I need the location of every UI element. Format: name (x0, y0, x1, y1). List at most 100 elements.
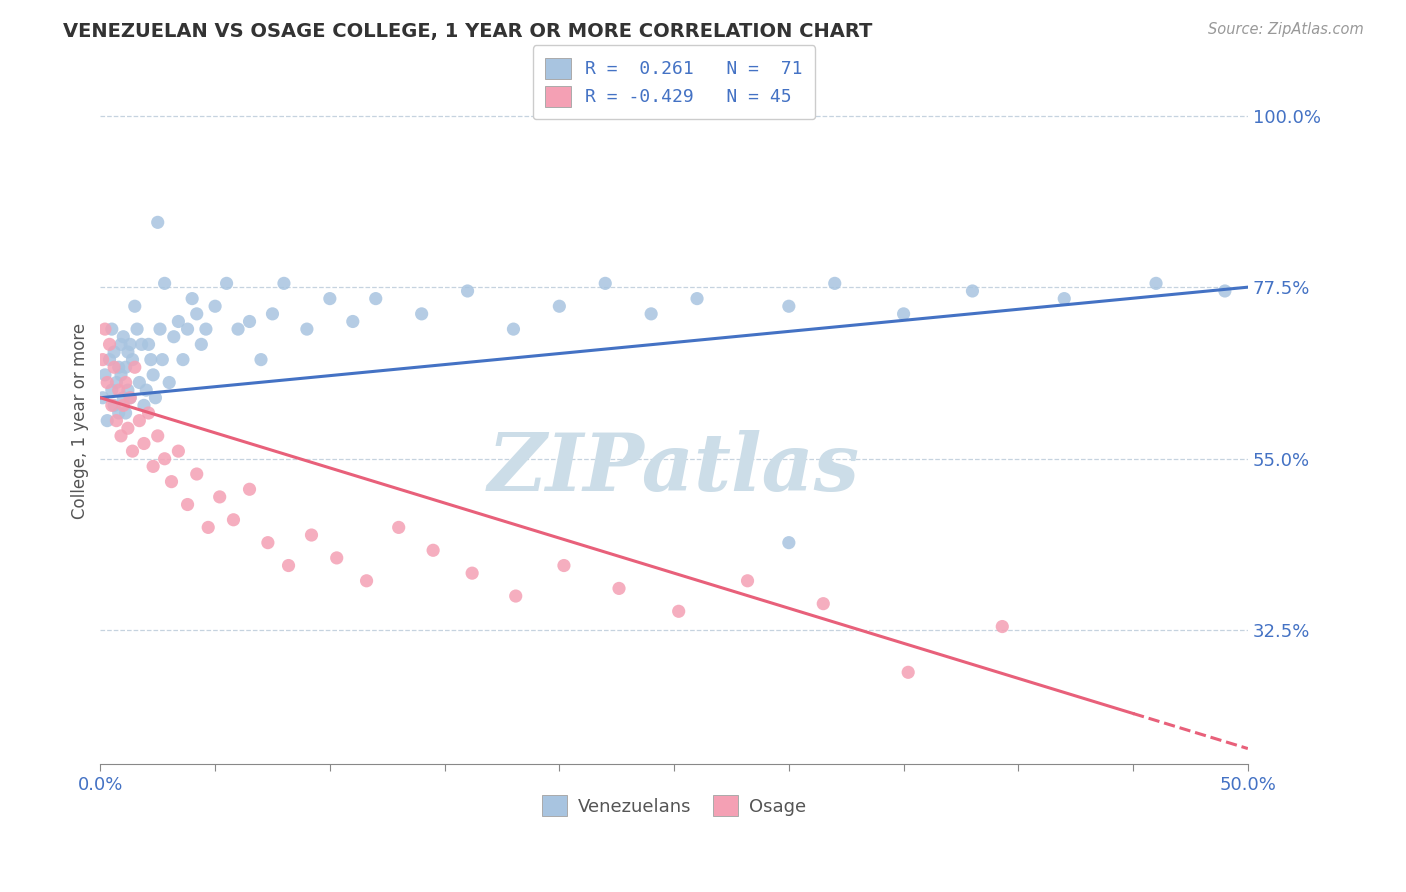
Point (893, 307, 915, 321)
Point (273, 277, 295, 291)
Point (135, 383, 157, 397)
Point (238, 483, 260, 497)
Point (149, 322, 172, 336)
Point (208, 490, 231, 504)
Point (388, 520, 411, 534)
Point (125, 322, 148, 336)
Point (167, 444, 190, 458)
Point (1213, 284, 1236, 298)
Point (142, 459, 165, 474)
Point (124, 299, 146, 313)
Point (342, 314, 364, 328)
Point (138, 406, 160, 420)
Point (222, 513, 245, 527)
Point (257, 535, 280, 549)
Point (325, 550, 347, 565)
Point (142, 368, 165, 382)
Point (991, 619, 1014, 633)
Point (128, 414, 150, 428)
Y-axis label: College, 1 year or more: College, 1 year or more (72, 323, 89, 518)
Point (117, 383, 139, 397)
Point (172, 352, 194, 367)
Point (461, 566, 484, 581)
Point (120, 391, 142, 405)
Point (101, 398, 124, 412)
Point (813, 597, 835, 611)
Point (131, 337, 153, 351)
Point (505, 589, 527, 603)
Point (112, 391, 135, 405)
Point (160, 475, 183, 489)
Point (132, 436, 155, 450)
Point (153, 277, 176, 291)
Point (138, 337, 160, 351)
Point (98, 337, 121, 351)
Point (502, 322, 524, 336)
Point (114, 360, 136, 375)
Point (1144, 277, 1167, 291)
Point (262, 307, 284, 321)
Point (103, 360, 125, 375)
Point (132, 398, 155, 412)
Point (120, 337, 142, 351)
Point (103, 345, 125, 359)
Point (153, 451, 176, 466)
Point (962, 284, 984, 298)
Point (101, 383, 124, 397)
Point (897, 665, 920, 680)
Point (146, 215, 169, 229)
Point (121, 444, 143, 458)
Point (422, 543, 444, 558)
Text: VENEZUELAN VS OSAGE COLLEGE, 1 YEAR OR MORE CORRELATION CHART: VENEZUELAN VS OSAGE COLLEGE, 1 YEAR OR M… (63, 22, 873, 41)
Point (301, 528, 323, 542)
Point (96, 376, 118, 390)
Point (157, 376, 180, 390)
Point (181, 292, 204, 306)
Legend: Venezuelans, Osage: Venezuelans, Osage (534, 789, 814, 823)
Text: Source: ZipAtlas.com: Source: ZipAtlas.com (1208, 22, 1364, 37)
Point (103, 398, 125, 412)
Point (607, 582, 630, 596)
Point (190, 337, 212, 351)
Point (128, 376, 150, 390)
Point (686, 292, 709, 306)
Point (277, 558, 299, 573)
Point (226, 322, 249, 336)
Point (150, 352, 173, 367)
Point (124, 360, 146, 375)
Point (457, 284, 479, 298)
Point (117, 421, 139, 435)
Point (176, 498, 198, 512)
Point (94, 368, 117, 382)
Point (163, 330, 186, 344)
Point (112, 330, 135, 344)
Point (553, 558, 575, 573)
Point (121, 352, 143, 367)
Point (186, 307, 208, 321)
Point (319, 292, 342, 306)
Point (250, 352, 273, 367)
Point (114, 376, 136, 390)
Point (120, 391, 142, 405)
Point (194, 322, 217, 336)
Point (548, 299, 571, 313)
Point (737, 574, 759, 588)
Point (117, 345, 139, 359)
Point (91, 352, 114, 367)
Point (778, 535, 800, 549)
Point (105, 414, 128, 428)
Point (110, 368, 132, 382)
Point (186, 467, 208, 481)
Point (356, 574, 378, 588)
Point (101, 322, 124, 336)
Point (778, 299, 800, 313)
Point (96, 414, 118, 428)
Point (110, 429, 132, 443)
Point (411, 307, 433, 321)
Point (98, 352, 121, 367)
Point (176, 322, 198, 336)
Point (91, 391, 114, 405)
Point (94, 322, 117, 336)
Point (114, 406, 136, 420)
Point (107, 360, 129, 375)
